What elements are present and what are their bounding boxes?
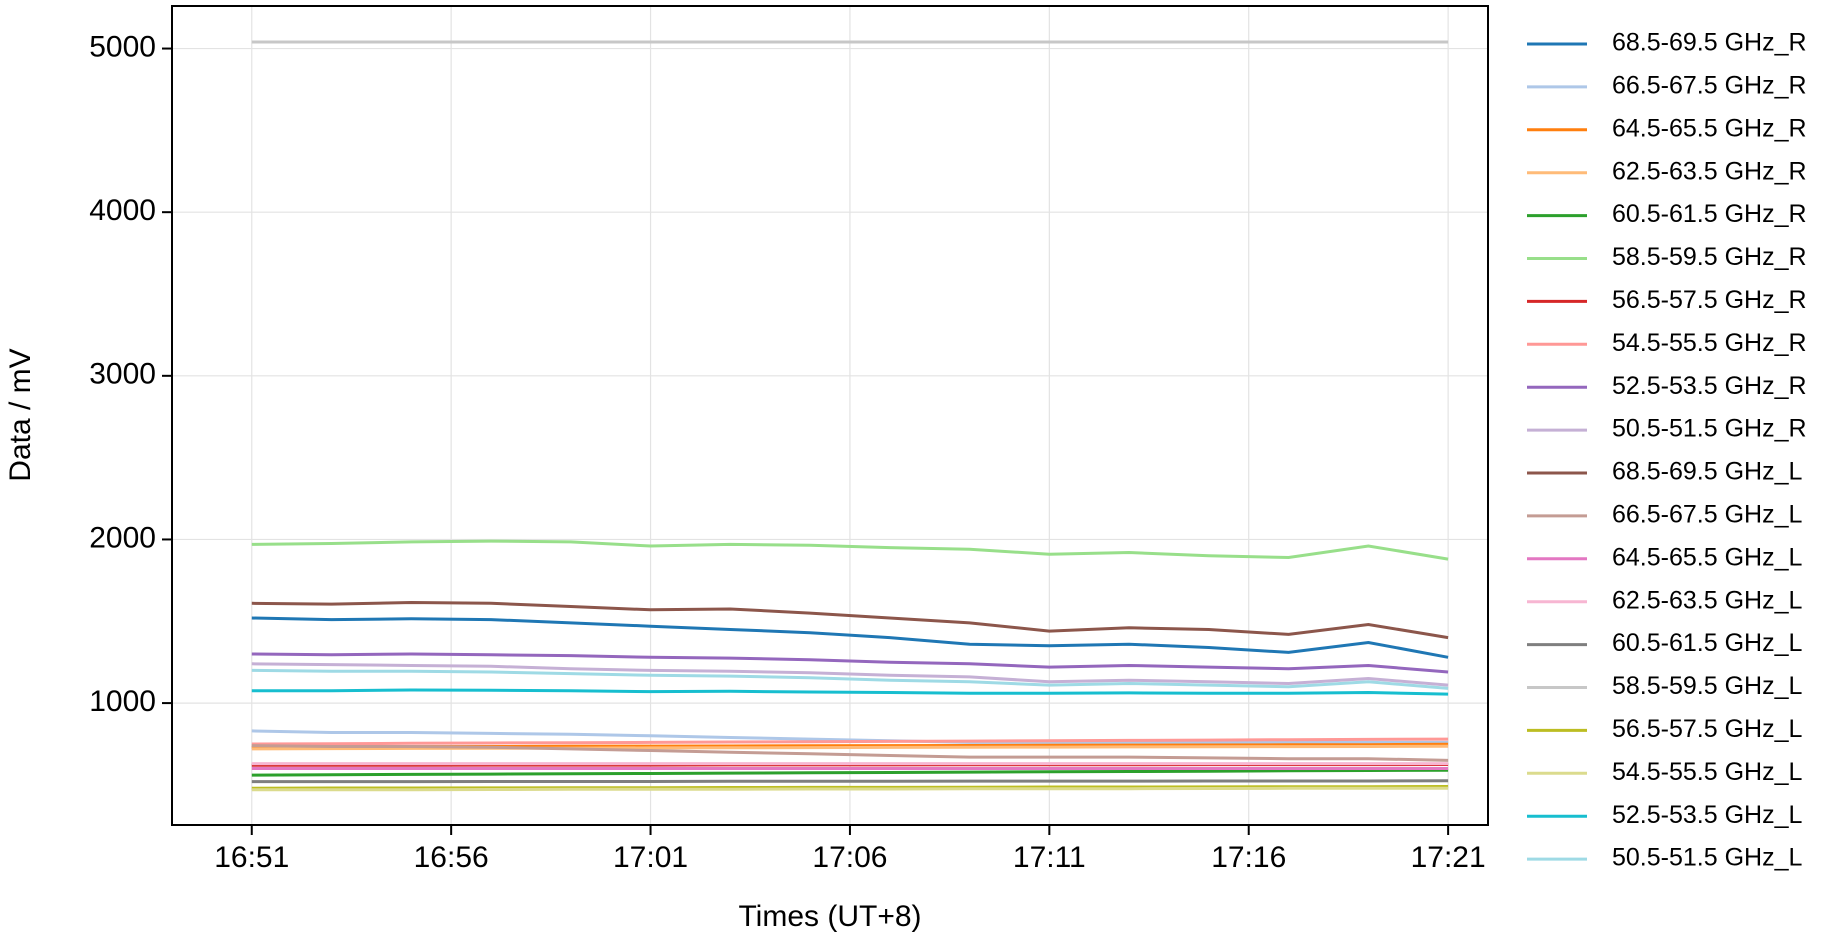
legend-label: 68.5-69.5 GHz_L	[1612, 458, 1802, 486]
legend-label: 60.5-61.5 GHz_R	[1612, 200, 1807, 228]
legend-label: 58.5-59.5 GHz_L	[1612, 672, 1802, 700]
legend-label: 66.5-67.5 GHz_L	[1612, 501, 1802, 529]
data-line	[251, 785, 1449, 790]
x-tick-label: 17:01	[613, 841, 688, 874]
data-line	[251, 652, 1449, 674]
legend-label: 56.5-57.5 GHz_L	[1612, 715, 1802, 743]
legend-label: 50.5-51.5 GHz_L	[1612, 844, 1802, 872]
legend-label: 56.5-57.5 GHz_R	[1612, 286, 1807, 314]
x-tick-label: 16:56	[414, 841, 489, 874]
y-tick-label: 4000	[89, 194, 156, 227]
y-axis-label: Data / mV	[4, 348, 37, 481]
data-line	[251, 539, 1449, 561]
legend-label: 62.5-63.5 GHz_R	[1612, 157, 1807, 185]
x-tick-label: 17:11	[1013, 841, 1086, 874]
legend-label: 50.5-51.5 GHz_R	[1612, 415, 1807, 443]
x-tick-label: 17:16	[1211, 841, 1286, 874]
legend-label: 58.5-59.5 GHz_R	[1612, 243, 1807, 271]
data-line	[251, 744, 1449, 762]
legend-label: 52.5-53.5 GHz_R	[1612, 372, 1807, 400]
legend-label: 54.5-55.5 GHz_L	[1612, 758, 1802, 786]
plot-frame	[171, 5, 1489, 826]
y-tick-label: 1000	[89, 685, 156, 718]
x-tick-label: 17:21	[1411, 841, 1486, 874]
y-tick-label: 5000	[89, 30, 156, 63]
legend-label: 60.5-61.5 GHz_L	[1612, 629, 1802, 657]
x-axis-label: Times (UT+8)	[738, 900, 921, 933]
data-line	[251, 737, 1449, 746]
legend-label: 64.5-65.5 GHz_L	[1612, 543, 1802, 571]
legend-label: 52.5-53.5 GHz_L	[1612, 801, 1802, 829]
data-line	[251, 688, 1449, 696]
data-line	[251, 786, 1449, 792]
data-line	[251, 662, 1449, 687]
legend-label: 54.5-55.5 GHz_R	[1612, 329, 1807, 357]
y-tick-label: 2000	[89, 521, 156, 554]
data-line	[251, 616, 1449, 659]
data-line	[251, 768, 1449, 777]
data-line	[251, 779, 1449, 784]
data-line	[251, 600, 1449, 640]
legend-label: 64.5-65.5 GHz_R	[1612, 114, 1807, 142]
legend-label: 62.5-63.5 GHz_L	[1612, 586, 1802, 614]
x-tick-label: 17:06	[812, 841, 887, 874]
x-tick-label: 16:51	[214, 841, 289, 874]
legend-label: 66.5-67.5 GHz_R	[1612, 72, 1807, 100]
data-line	[251, 668, 1449, 690]
legend-label: 68.5-69.5 GHz_R	[1612, 29, 1807, 57]
data-line	[251, 729, 1449, 744]
y-tick-label: 3000	[89, 358, 156, 391]
